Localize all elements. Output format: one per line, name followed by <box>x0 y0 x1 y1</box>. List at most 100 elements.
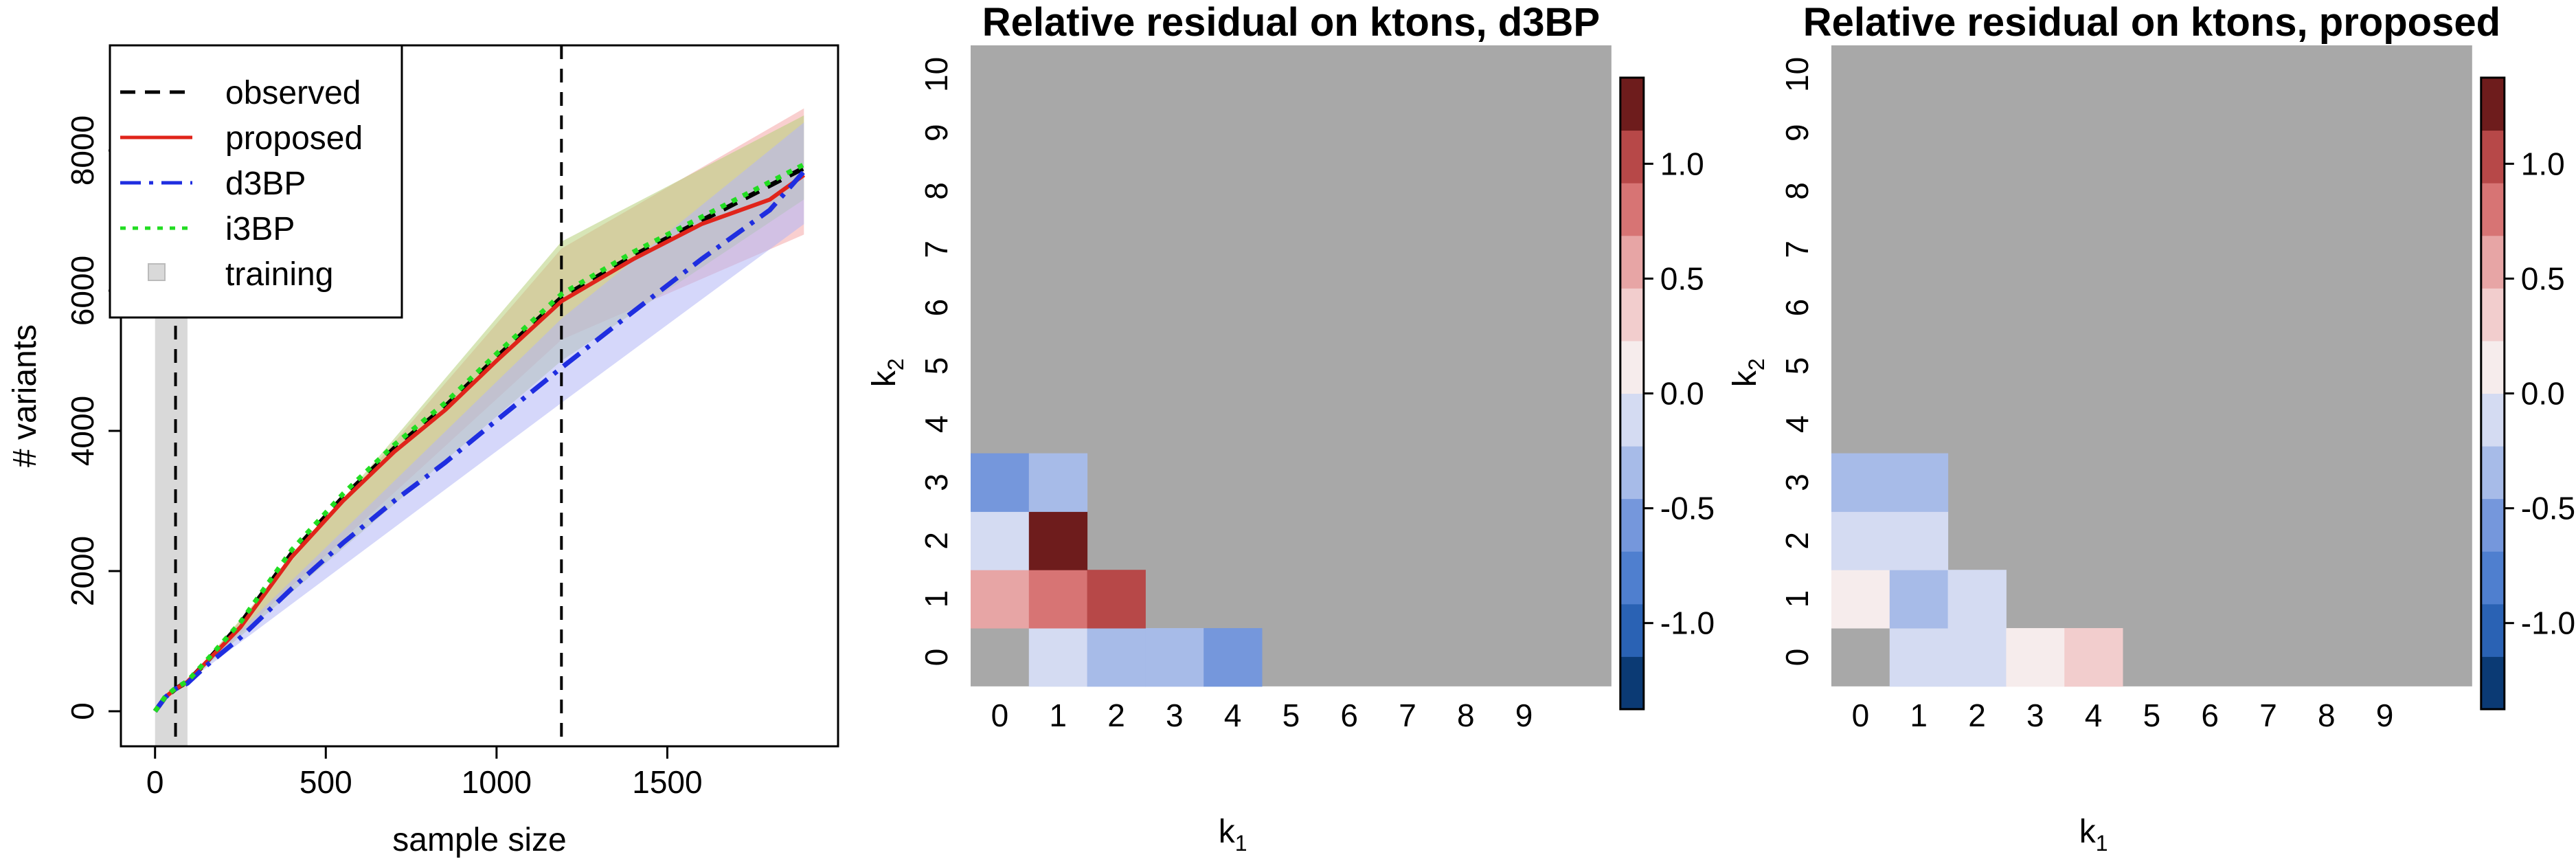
x-tick-label: 1500 <box>632 764 702 800</box>
heatmap-cell-k1-1-k2-0 <box>1028 628 1088 687</box>
y-axis-label: k2 <box>866 359 908 388</box>
y-tick-label: 4 <box>1779 415 1815 433</box>
colorbar-bin <box>1620 656 1644 710</box>
colorbar-bin <box>1620 183 1644 236</box>
chart-title: Relative residual on ktons, proposed <box>1803 0 2500 45</box>
colorbar-tick-label: 0.5 <box>1660 260 1704 296</box>
y-tick-label: 3 <box>918 473 954 491</box>
legend-label-i3BP: i3BP <box>225 211 295 247</box>
x-axis-label: k1 <box>2079 814 2108 856</box>
y-tick-label: 5 <box>1779 357 1815 375</box>
colorbar-bin <box>1620 498 1644 552</box>
x-tick-label: 6 <box>2201 698 2219 733</box>
x-tick-label: 2 <box>1107 698 1125 733</box>
heatmap-cell-k1-3-k2-0 <box>2006 628 2065 687</box>
x-tick-label: 5 <box>1283 698 1300 733</box>
y-tick-label: 1 <box>1779 590 1815 608</box>
colorbar-tick-label: 0.5 <box>2521 260 2565 296</box>
colorbar-bin <box>2481 183 2505 236</box>
x-axis-label-subscript: 1 <box>2096 831 2108 856</box>
y-axis-label-subscript: 2 <box>1744 359 1769 371</box>
colorbar-tick-label: -0.5 <box>2521 491 2575 526</box>
heatmap-cell-k1-0-k2-2 <box>1831 511 1890 570</box>
y-tick-label: 9 <box>918 124 954 142</box>
x-tick-label: 500 <box>300 764 352 800</box>
colorbar-bin <box>1620 603 1644 657</box>
heatmap-cell-k1-1-k2-3 <box>1028 453 1088 512</box>
heatmap-cell-k1-3-k2-0 <box>1145 628 1204 687</box>
colorbar-bin <box>2481 130 2505 183</box>
x-tick-label: 5 <box>2143 698 2161 733</box>
x-tick-label: 9 <box>1515 698 1533 733</box>
x-tick-label: 2 <box>1968 698 1986 733</box>
y-axis-label-subscript: 2 <box>883 359 908 371</box>
y-tick-label: 2000 <box>65 536 100 606</box>
plot-frame <box>120 44 839 748</box>
y-tick-label: 9 <box>1779 124 1815 142</box>
y-tick-label: 1 <box>918 590 954 608</box>
colorbar-bin <box>1620 551 1644 605</box>
legend-label-d3BP: d3BP <box>225 166 306 202</box>
legend-swatch-training <box>148 263 166 281</box>
y-tick-label: 7 <box>918 241 954 258</box>
x-tick-label: 6 <box>1340 698 1358 733</box>
y-tick-label: 0 <box>918 649 954 667</box>
colorbar-bin <box>1620 235 1644 289</box>
colorbar-bin <box>2481 235 2505 289</box>
colorbar-bin <box>2481 498 2505 552</box>
x-tick-label: 4 <box>1224 698 1242 733</box>
heatmap-cell-k1-2-k2-0 <box>1087 628 1146 687</box>
y-tick-label: 2 <box>918 532 954 550</box>
colorbar-bin <box>2481 603 2505 657</box>
heatmap-cell-k1-1-k2-3 <box>1889 453 1949 512</box>
heatmap-cell-k1-2-k2-1 <box>1947 570 2007 629</box>
y-tick-label: 4 <box>918 415 954 433</box>
heatmap-cell-k1-0-k2-1 <box>1831 570 1890 629</box>
heatmap-cell-k1-1-k2-2 <box>1028 511 1088 570</box>
x-tick-label: 3 <box>1166 698 1184 733</box>
y-tick-label: 4000 <box>65 396 100 466</box>
colorbar-tick-label: 1.0 <box>2521 146 2565 181</box>
heatmap-cell-k1-0-k2-1 <box>971 570 1030 629</box>
colorbar-bin <box>2481 393 2505 447</box>
y-axis-label: # variants <box>7 324 43 467</box>
y-tick-label: 8000 <box>65 115 100 186</box>
legend-label-observed: observed <box>225 75 361 111</box>
y-tick-label: 8 <box>918 182 954 200</box>
heatmap-cell-k1-2-k2-0 <box>1947 628 2007 687</box>
colorbar-tick-label: -0.5 <box>1660 491 1715 526</box>
y-tick-label: 6 <box>918 299 954 317</box>
colorbar-bin <box>1620 78 1644 131</box>
x-tick-label: 8 <box>2318 698 2336 733</box>
series-line-d3BP <box>152 170 806 713</box>
heatmap-cell-k1-4-k2-0 <box>1204 628 1263 687</box>
heatmap-cell-k1-1-k2-2 <box>1889 511 1949 570</box>
x-tick-label: 1 <box>1910 698 1928 733</box>
x-tick-label: 4 <box>2085 698 2103 733</box>
y-tick-label: 0 <box>1779 649 1815 667</box>
colorbar-bin <box>1620 393 1644 447</box>
y-tick-label: 7 <box>1779 241 1815 258</box>
x-tick-label: 0 <box>1852 698 1870 733</box>
colorbar-bin <box>2481 656 2505 710</box>
colorbar-bin <box>1620 340 1644 394</box>
heatmap-cell-k1-1-k2-1 <box>1028 570 1088 629</box>
colorbar-bin <box>2481 551 2505 605</box>
x-axis-label: sample size <box>392 822 566 858</box>
colorbar-bin <box>2481 446 2505 500</box>
heatmap-panel-d3bp: 0 1 2 3 4 5 6 7 8 9 0 1 2 3 4 5 6 7 8 9 10 k1 k2 Relative resid… <box>866 0 1715 856</box>
y-tick-label: 3 <box>1779 473 1815 491</box>
heatmap-cell-k1-0-k2-2 <box>971 511 1030 570</box>
legend-label-training: training <box>225 256 333 293</box>
heatmap-cell-k1-0-k2-3 <box>971 453 1030 512</box>
colorbar-tick-label: -1.0 <box>1660 605 1715 641</box>
chart-title: Relative residual on ktons, d3BP <box>982 0 1600 45</box>
x-tick-label: 8 <box>1457 698 1475 733</box>
x-axis-label: k1 <box>1219 814 1247 856</box>
x-tick-label: 3 <box>2026 698 2044 733</box>
heatmap-cell-k1-0-k2-3 <box>1831 453 1890 512</box>
colorbar-bin <box>2481 78 2505 131</box>
line-chart-panel: 0 500 1000 1500 0 2000 4000 6000 8000 sample size… <box>7 44 839 858</box>
colorbar-bin <box>1620 130 1644 183</box>
